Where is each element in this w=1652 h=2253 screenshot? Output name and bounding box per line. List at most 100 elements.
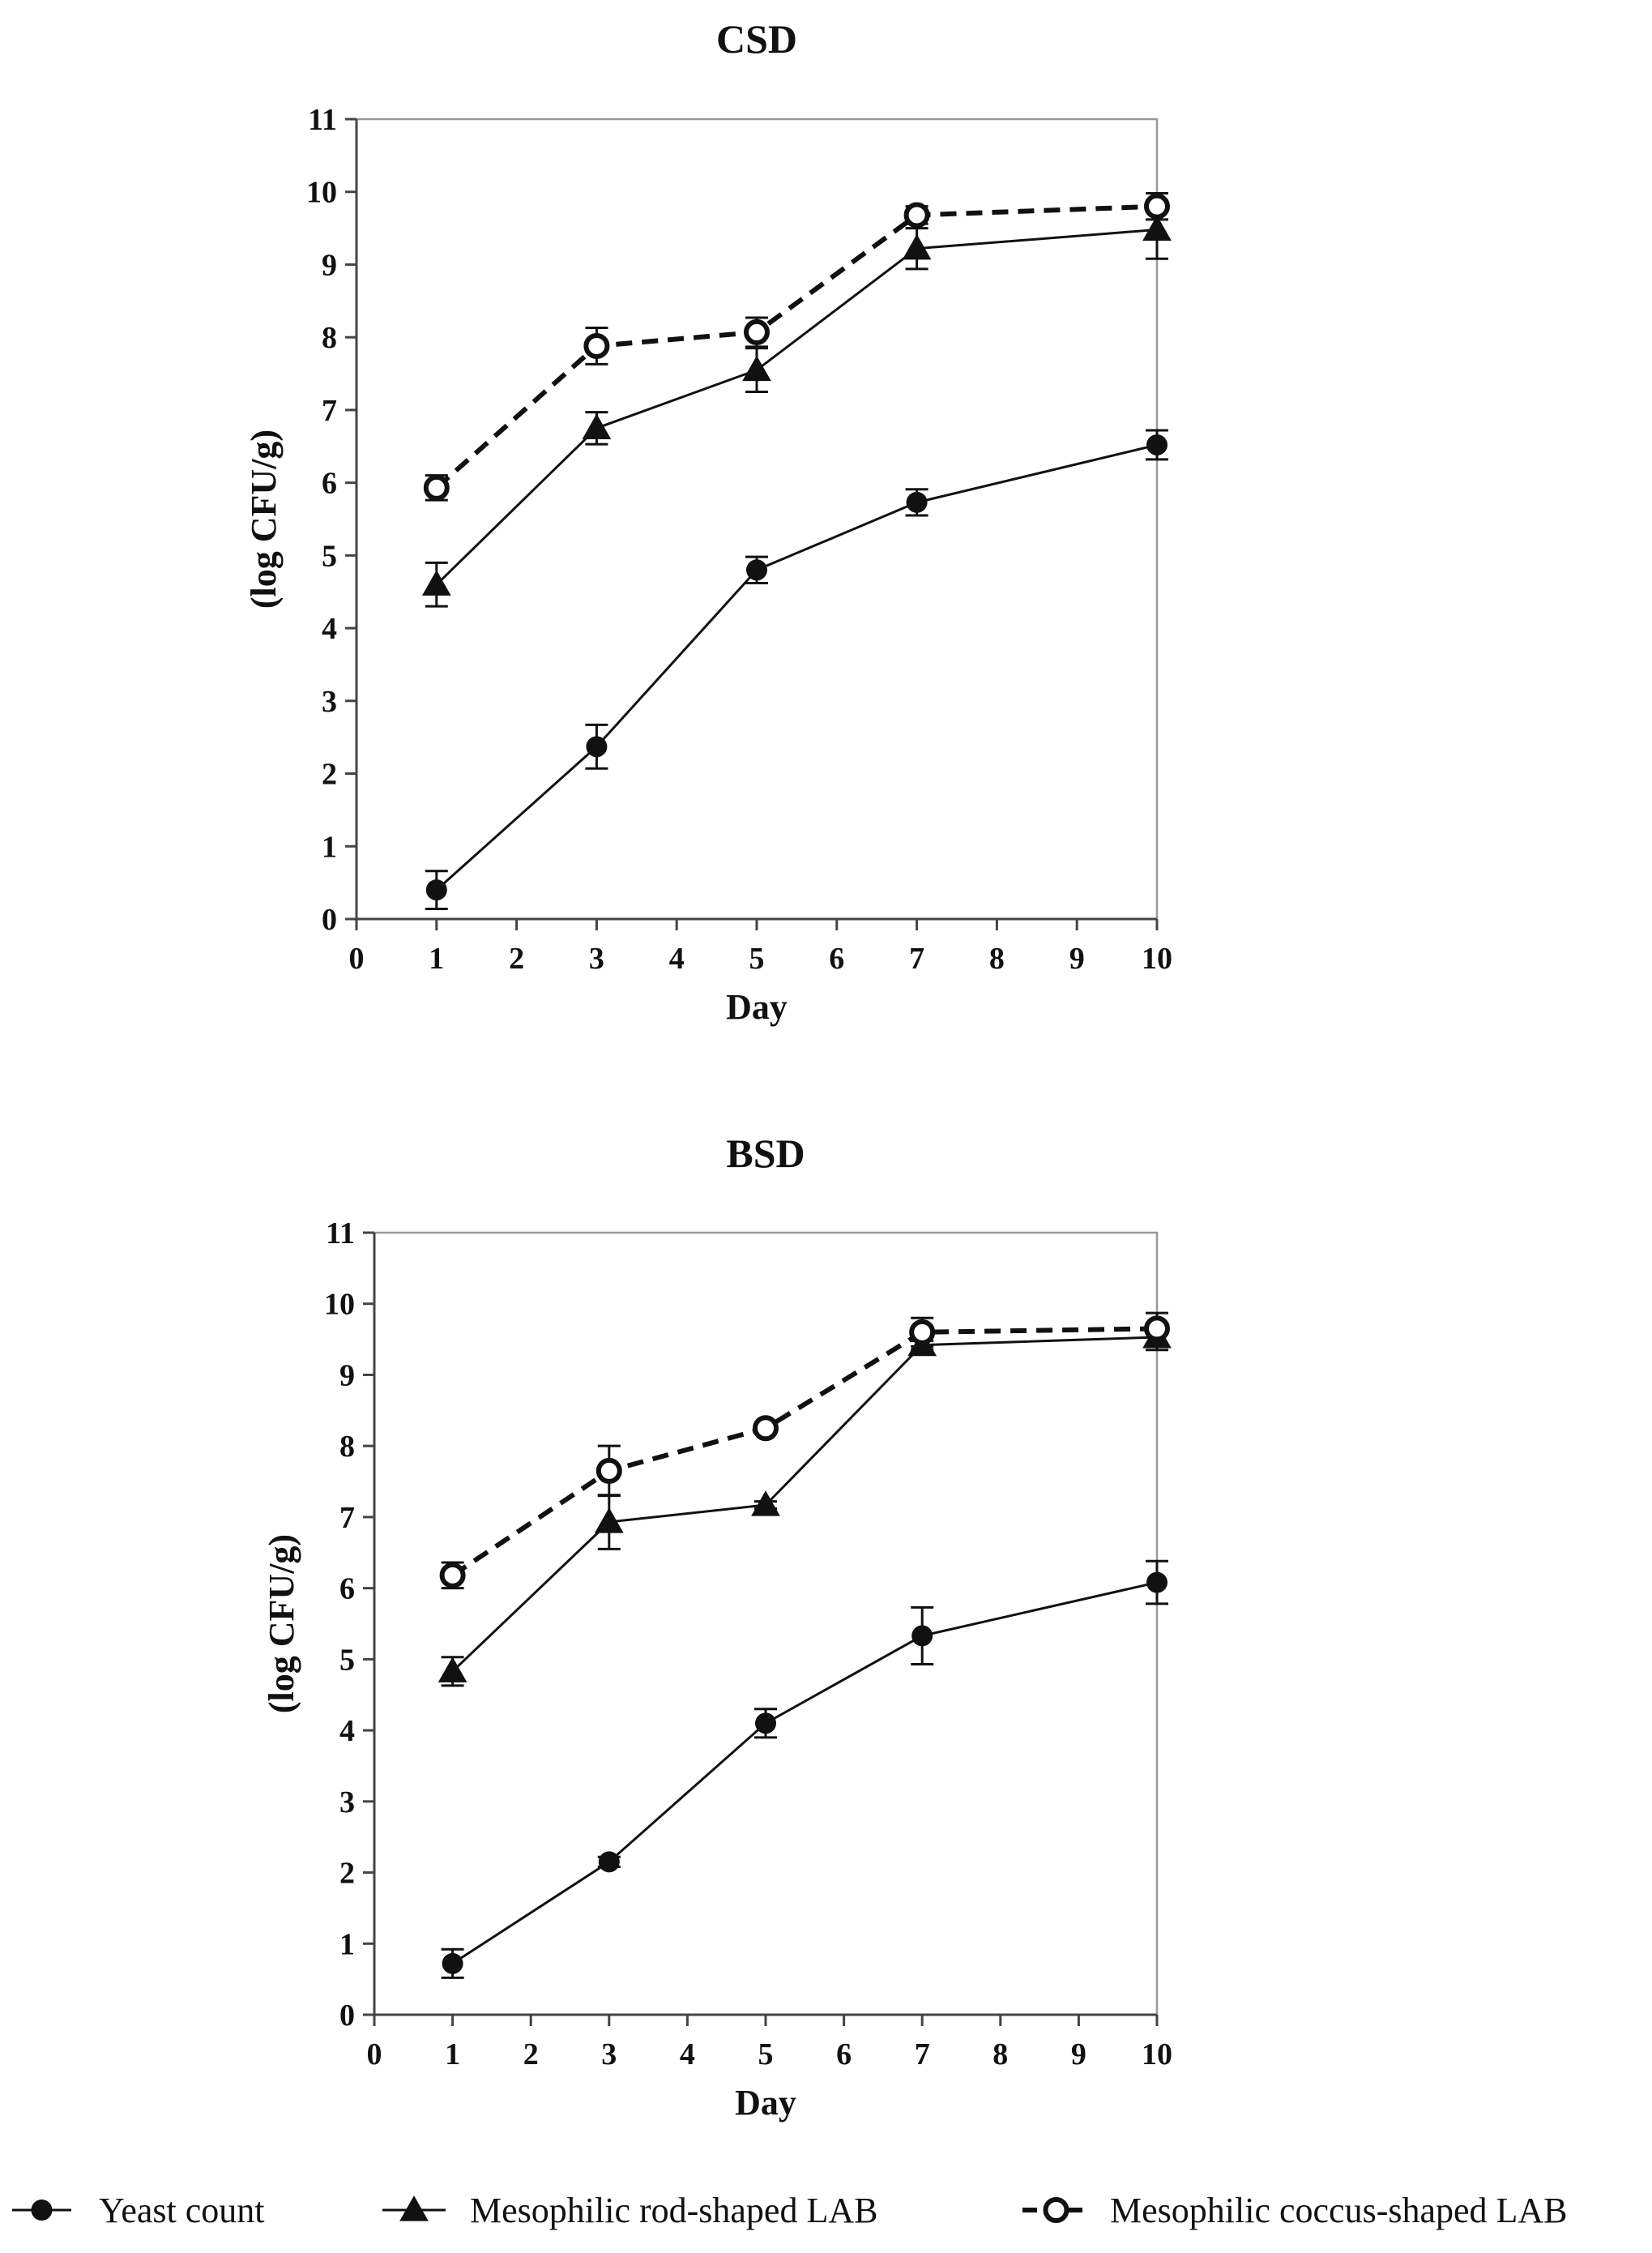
- y-tick-label: 1: [322, 830, 337, 864]
- x-axis-label: Day: [726, 987, 788, 1027]
- y-tick-label: 10: [324, 1288, 355, 1322]
- y-tick-label: 9: [322, 248, 337, 282]
- y-tick-label: 9: [339, 1358, 355, 1392]
- data-point: [742, 355, 771, 382]
- series-line: [435, 443, 1158, 891]
- x-tick-label: 9: [1071, 2037, 1086, 2071]
- x-tick-label: 3: [589, 942, 604, 976]
- legend-label: Mesophilic rod-shaped LAB: [470, 2191, 877, 2230]
- data-point: [911, 1625, 933, 1647]
- y-axis-label: (log CFU/g): [244, 430, 284, 609]
- series-mesophilic-rod-shaped-lab: [421, 199, 1172, 608]
- data-point: [421, 570, 451, 596]
- x-tick-label: 6: [829, 942, 844, 976]
- series-line: [434, 203, 1158, 490]
- data-point: [425, 879, 447, 901]
- x-tick-label: 1: [429, 942, 444, 976]
- y-axis-label: (log CFU/g): [262, 1534, 301, 1713]
- data-point: [583, 332, 610, 359]
- legend-item-yeast-count: Yeast count: [12, 2191, 265, 2230]
- chart-title: BSD: [726, 1131, 805, 1176]
- y-tick-label: 10: [306, 176, 337, 210]
- y-tick-label: 7: [339, 1501, 355, 1535]
- y-tick-label: 1: [339, 1927, 355, 1961]
- x-axis-label: Day: [735, 2083, 796, 2123]
- x-tick-label: 10: [1142, 942, 1172, 976]
- x-tick-label: 1: [445, 2037, 460, 2071]
- data-point: [598, 1851, 620, 1873]
- data-point: [751, 1490, 780, 1516]
- y-tick-label: 8: [322, 321, 337, 355]
- y-tick-label: 2: [322, 758, 337, 792]
- x-tick-label: 5: [758, 2037, 774, 2071]
- series-mesophilic-coccus-shaped-lab: [423, 192, 1170, 502]
- y-tick-label: 0: [339, 1999, 355, 2033]
- data-point: [903, 202, 930, 229]
- series-line: [451, 1581, 1158, 1965]
- y-tick-label: 2: [339, 1857, 355, 1891]
- data-point: [1144, 1315, 1170, 1342]
- data-point: [439, 1562, 466, 1588]
- data-point: [1142, 215, 1172, 241]
- x-tick-label: 8: [989, 942, 1005, 976]
- legend-item-mesophilic-rod-shaped-lab: Mesophilic rod-shaped LAB: [382, 2191, 877, 2230]
- data-point: [1144, 193, 1170, 220]
- y-tick-label: 5: [339, 1643, 355, 1677]
- series-mesophilic-coccus-shaped-lab: [439, 1311, 1170, 1590]
- data-point: [423, 474, 450, 501]
- data-point: [744, 318, 770, 345]
- chart-title: CSD: [716, 16, 797, 62]
- x-tick-label: 2: [523, 2037, 539, 2071]
- legend-label: Mesophilic coccus-shaped LAB: [1110, 2191, 1568, 2230]
- data-point: [753, 1415, 779, 1442]
- data-point: [586, 736, 608, 758]
- data-point: [595, 1457, 622, 1484]
- y-tick-label: 3: [322, 685, 337, 719]
- x-tick-label: 5: [749, 942, 765, 976]
- chart-csd: CSD 0 1 2 3 4 5 6 7 8 9 10 11 0 1 2 3 4 5 6 7 8 9 10 Day (log CFU…: [244, 16, 1172, 1027]
- x-tick-label: 4: [669, 942, 685, 976]
- series-mesophilic-rod-shaped-lab: [438, 1323, 1172, 1687]
- x-tick-label: 9: [1069, 942, 1085, 976]
- data-point: [755, 1712, 776, 1734]
- legend-marker: [399, 2195, 429, 2221]
- data-point: [909, 1319, 936, 1345]
- x-tick-label: 6: [836, 2037, 852, 2071]
- chart-bsd: BSD 0 1 2 3 4 5 6 7 8 9 10 11 0 1 2 3 4 5 6 7 8 9 10 Day (log CFU…: [262, 1131, 1172, 2123]
- y-tick-label: 7: [322, 394, 337, 428]
- x-tick-label: 4: [680, 2037, 695, 2071]
- data-point: [438, 1657, 467, 1682]
- x-tick-label: 0: [367, 2037, 382, 2071]
- plot-frame: [373, 1231, 1159, 2016]
- data-point: [1146, 434, 1167, 455]
- x-tick-label: 7: [915, 2037, 930, 2071]
- series-yeast-count: [441, 1559, 1168, 1979]
- y-tick-label: 11: [326, 1216, 355, 1250]
- y-tick-label: 8: [339, 1430, 355, 1464]
- legend-marker: [1043, 2197, 1069, 2223]
- legend-label: Yeast count: [99, 2191, 265, 2230]
- y-tick-label: 5: [322, 539, 337, 573]
- legend: Yeast count Mesophilic rod-shaped LAB Meso…: [12, 2191, 1568, 2230]
- y-tick-label: 6: [339, 1572, 355, 1606]
- data-point: [582, 413, 612, 439]
- y-tick-label: 6: [322, 467, 337, 501]
- data-point: [1146, 1571, 1167, 1593]
- x-tick-label: 3: [601, 2037, 617, 2071]
- series-line: [451, 1336, 1158, 1673]
- series-yeast-count: [425, 429, 1168, 910]
- x-tick-label: 10: [1142, 2037, 1172, 2071]
- data-point: [902, 233, 932, 260]
- legend-item-mesophilic-coccus-shaped-lab: Mesophilic coccus-shaped LAB: [1022, 2191, 1568, 2230]
- series-line: [435, 228, 1158, 586]
- y-tick-label: 11: [308, 103, 337, 137]
- y-tick-label: 0: [322, 903, 337, 937]
- x-tick-label: 8: [992, 2037, 1008, 2071]
- x-tick-label: 7: [909, 942, 924, 976]
- y-tick-label: 3: [339, 1785, 355, 1819]
- data-point: [746, 559, 767, 581]
- y-tick-label: 4: [339, 1714, 355, 1748]
- data-point: [906, 491, 928, 513]
- x-tick-label: 2: [509, 942, 524, 976]
